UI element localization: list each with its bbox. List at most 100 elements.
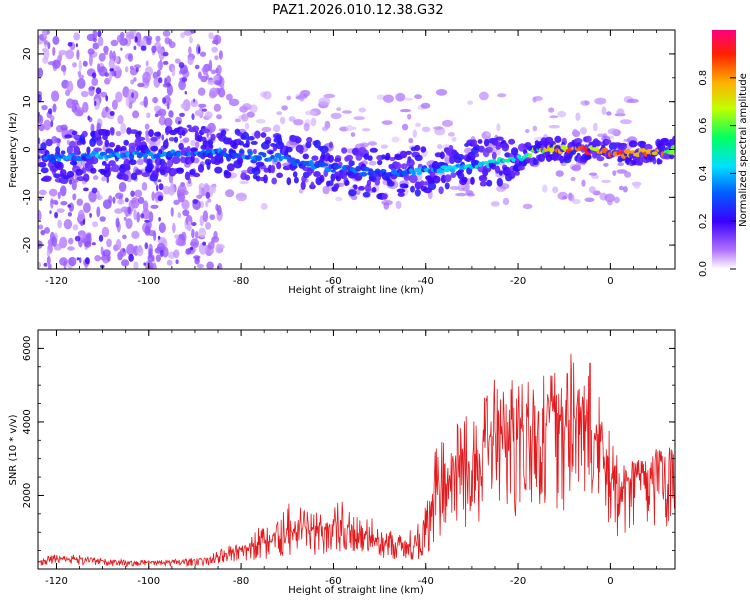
spectrogram-ytick-label: 0 (22, 146, 33, 152)
spectrogram-ridge-core (449, 168, 456, 173)
colorbar: 0.0 0.2 0.4 0.6 0.8 Normalized spectral ampl… (698, 30, 749, 277)
spectrogram-speckle (91, 72, 97, 79)
spectrogram-noise-blob (145, 60, 149, 67)
spectrogram-noise-blob (187, 56, 194, 66)
spectrogram-noise-blob (181, 199, 190, 210)
figure-title: PAZ1.2026.010.12.38.G32 (272, 3, 443, 18)
spectrogram-ridge-core (255, 155, 263, 162)
spectrogram-noise-blob (115, 217, 120, 228)
spectrogram-noise-blob (174, 234, 179, 239)
spectrogram-noise-blob (211, 236, 216, 245)
spectrogram-noise-blob (72, 62, 77, 68)
spectrogram-noise-blob (383, 202, 390, 210)
spectrogram-noise-blob (210, 248, 215, 254)
spectrogram-noise-blob (111, 99, 118, 110)
spectrogram-noise-blob (580, 100, 590, 106)
spectrogram-noise-blob (147, 254, 155, 263)
spectrogram-noise-blob (433, 126, 444, 130)
spectrogram-noise-blob (623, 186, 628, 193)
spectrogram-noise-blob (183, 137, 190, 143)
spectrogram-noise-blob (131, 199, 137, 204)
spectrogram-noise-blob (129, 67, 138, 76)
spectrogram-noise-blob (115, 130, 122, 137)
spectrogram-noise-blob (601, 179, 611, 183)
spectrogram-ridge-core (440, 165, 449, 170)
spectrogram-ridge-halo (150, 136, 158, 142)
spectrogram-noise-blob (76, 78, 86, 89)
spectrogram-ridge-halo (652, 157, 657, 165)
spectrogram-ridge-halo (644, 143, 653, 151)
snr-panel: -120 -100 -80 -60 -40 -20 0 2000 4000 6000 Height… (8, 329, 676, 596)
spectrogram-ridge-core (363, 167, 371, 172)
spectrogram-noise-blob (133, 64, 141, 69)
spectrogram-noise-blob (71, 180, 77, 191)
spectrogram-noise-blob (171, 66, 176, 77)
spectrogram-noise-blob (584, 197, 595, 203)
spectrogram-speckle (109, 111, 115, 116)
spectrogram-ridge-halo (428, 182, 437, 191)
spectrogram-noise-blob (80, 90, 89, 98)
spectrogram-ridge-halo (210, 133, 216, 141)
spectrogram-ridge-halo (486, 179, 493, 187)
spectrogram-noise-blob (330, 112, 342, 120)
spectrogram-ridge-halo (495, 136, 504, 141)
spectrogram-noise-blob (126, 243, 135, 256)
spectrogram-noise-blob (175, 238, 182, 246)
spectrogram-ridge-halo (151, 170, 159, 179)
spectrogram-ridge-halo (362, 191, 371, 198)
spectrogram-speckle (49, 210, 52, 215)
spectrogram-speckle (179, 112, 185, 117)
spectrogram-ridge-halo (66, 170, 75, 178)
spectrogram-noise-blob (173, 249, 180, 259)
spectrogram-speckle (167, 102, 170, 110)
spectrogram-noise-blob (132, 110, 140, 119)
spectrogram-noise-blob (52, 46, 56, 57)
spectrogram-ridge-halo (83, 173, 90, 182)
spectrogram-noise-blob (606, 111, 612, 116)
spectrogram-noise-blob (125, 218, 133, 229)
spectrogram-noise-blob (421, 126, 431, 132)
spectrogram-speckle (67, 212, 72, 217)
spectrogram-ridge-halo (319, 174, 325, 183)
spectrogram-ridge-halo (123, 139, 129, 146)
spectrogram-noise-blob (49, 115, 55, 122)
spectrogram-ridge-halo (214, 166, 223, 174)
spectrogram-ridge-halo (341, 147, 348, 154)
spectrogram-noise-blob (548, 124, 560, 129)
spectrogram-speckle (144, 242, 149, 250)
spectrogram-ridge-halo (255, 165, 260, 171)
spectrogram-noise-blob (633, 182, 641, 189)
spectrogram-noise-blob (226, 93, 233, 101)
spectrogram-noise-blob (112, 50, 116, 62)
colorbar-label: Normalized spectral amplitude (738, 73, 749, 227)
spectrogram-noise-blob (304, 110, 317, 116)
spectrogram-noise-blob (218, 50, 223, 60)
spectrogram-ridge-core (651, 151, 658, 156)
spectrogram-noise-blob (391, 136, 400, 143)
spectrogram-ridge-halo (218, 157, 224, 164)
spectrogram-ridge-halo (366, 179, 371, 187)
spectrogram-ridge-halo (636, 157, 644, 166)
spectrogram-noise-blob (358, 107, 366, 113)
spectrogram-ridge-halo (270, 164, 276, 174)
spectrogram-noise-blob (580, 127, 587, 135)
spectrogram-noise-blob (588, 172, 598, 176)
spectrogram-noise-blob (198, 103, 207, 108)
spectrogram-ridge-halo (451, 149, 457, 156)
spectrogram-noise-blob (133, 209, 137, 221)
spectrogram-noise-blob (155, 35, 161, 43)
spectrogram-noise-blob (146, 112, 151, 119)
spectrogram-noise-blob (38, 209, 42, 222)
spectrogram-noise-blob (119, 37, 128, 46)
spectrogram-noise-blob (128, 102, 133, 109)
snr-xtick-label: -60 (325, 576, 341, 587)
spectrogram-noise-blob (41, 104, 48, 111)
spectrogram-noise-blob (130, 79, 135, 85)
spectrogram-noise-blob (98, 52, 106, 62)
spectrogram-ridge-halo (300, 181, 306, 190)
spectrogram-noise-blob (65, 49, 75, 60)
spectrogram-noise-blob (263, 90, 272, 100)
spectrogram-ridge-halo (96, 139, 103, 146)
spectrogram-noise-blob (350, 132, 356, 138)
spectrogram-speckle (74, 235, 81, 242)
